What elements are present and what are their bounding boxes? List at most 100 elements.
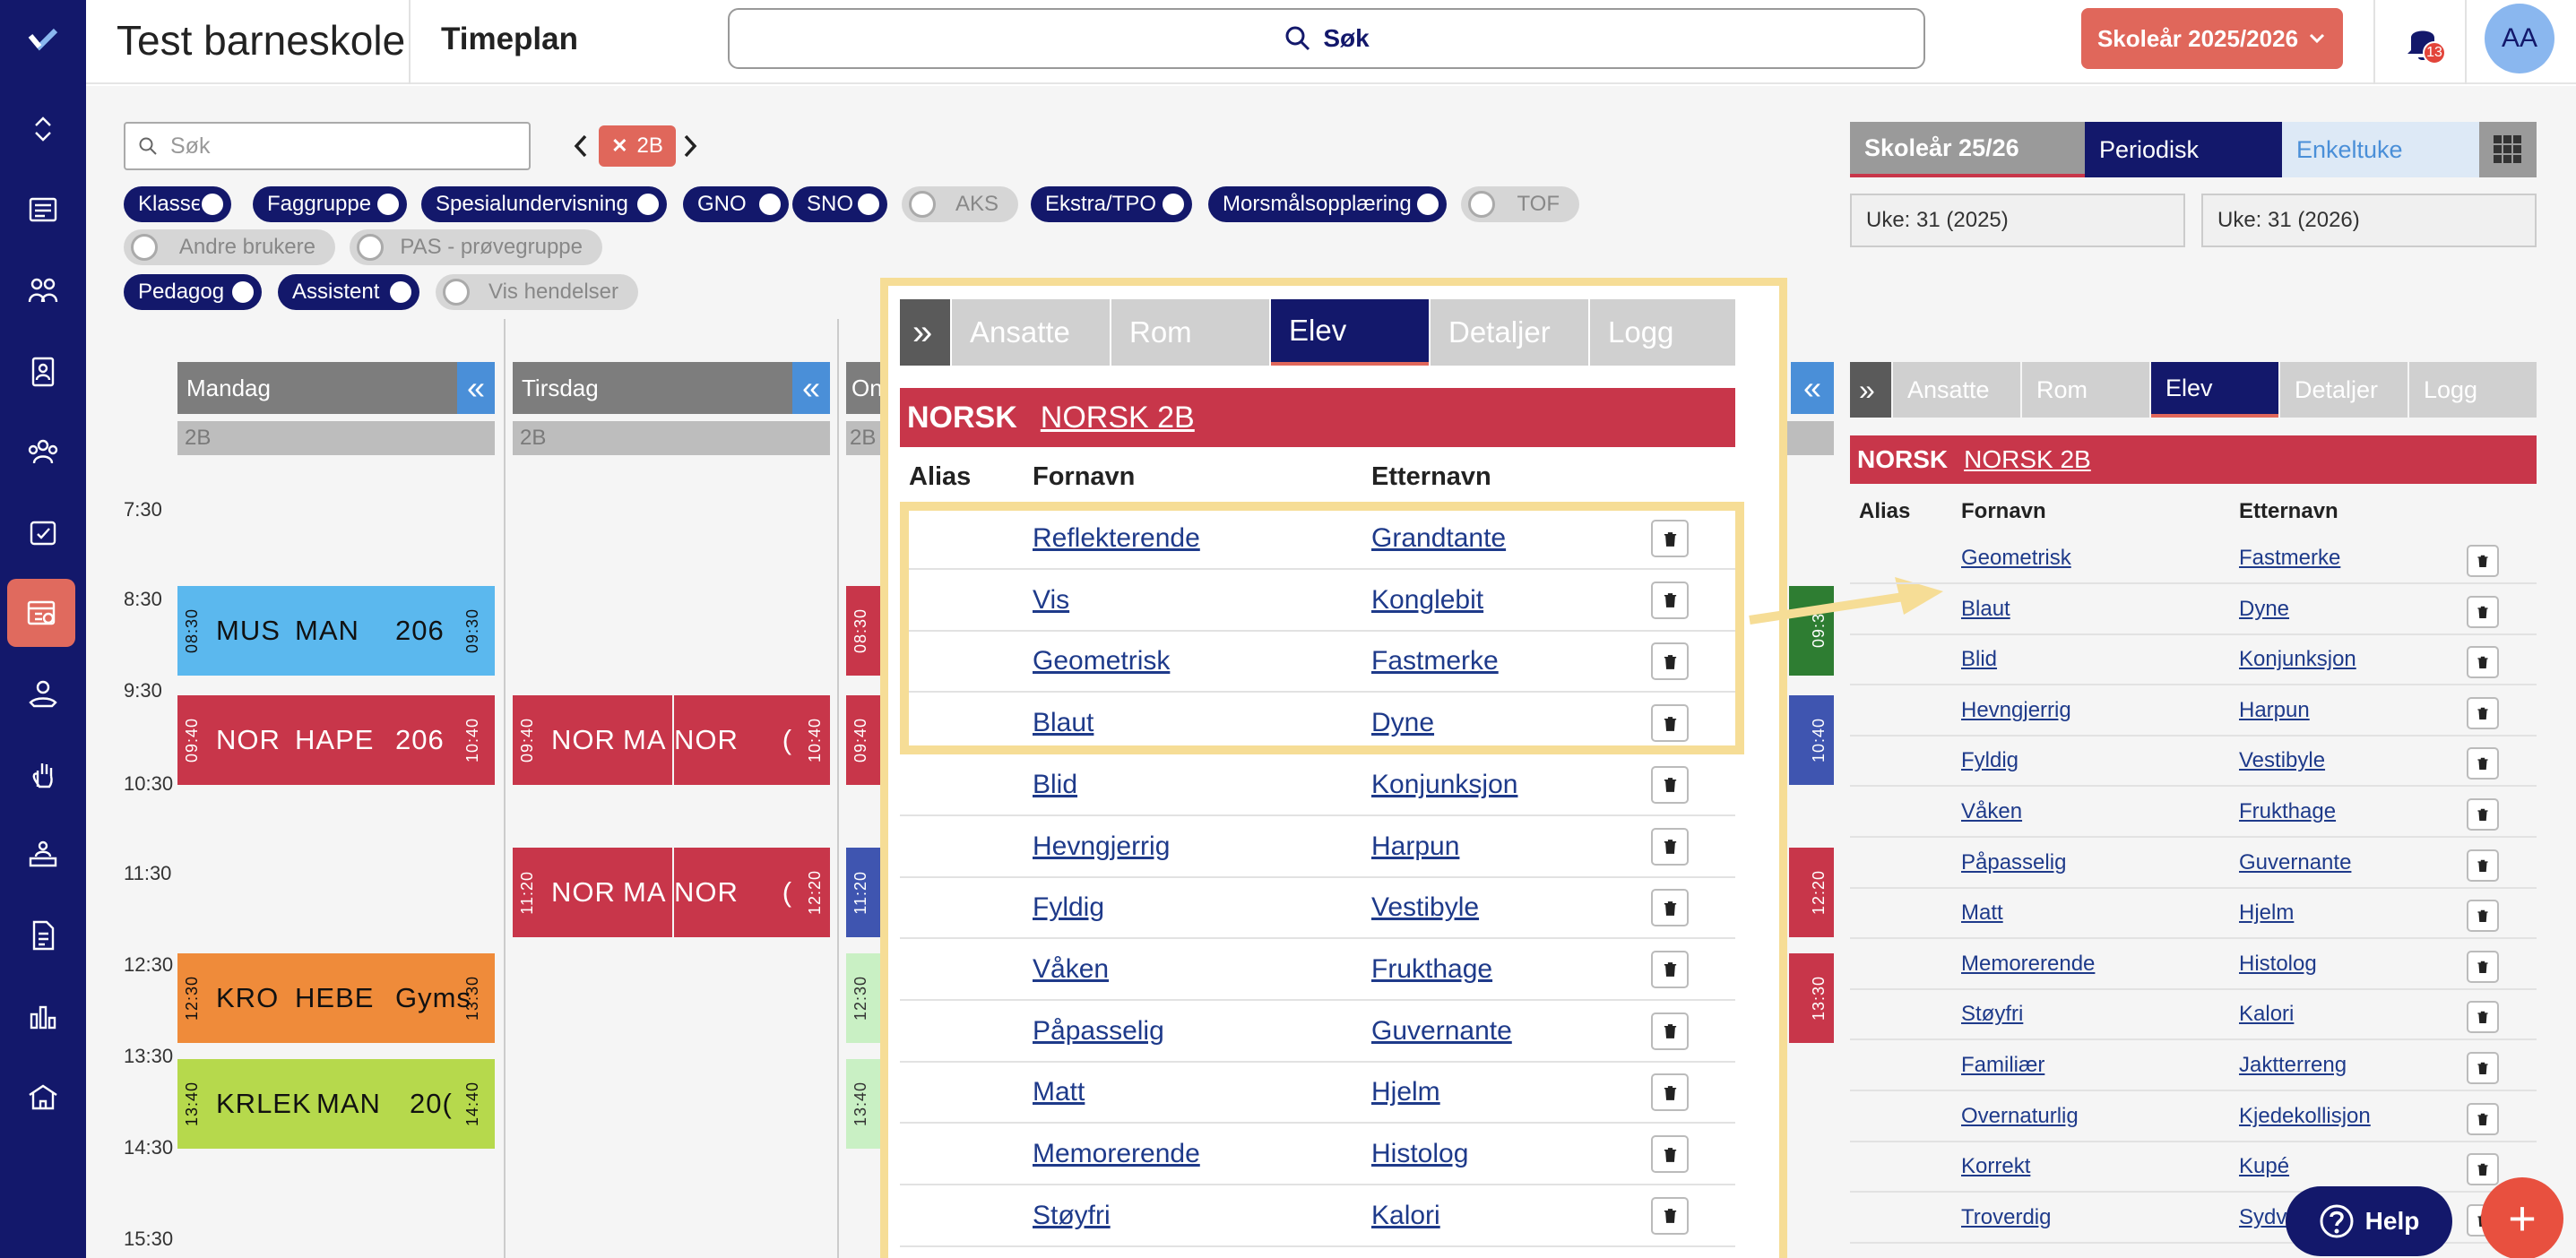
news-icon[interactable]: [20, 186, 66, 233]
student-last-name[interactable]: Konjunksjon: [1371, 769, 1518, 799]
student-first-name[interactable]: Geometrisk: [1961, 546, 2071, 570]
student-first-name[interactable]: Overnaturlig: [1961, 1103, 2079, 1128]
tab-school-year[interactable]: Skoleår 25/26: [1850, 122, 2085, 177]
lesson-block[interactable]: 08:30 MUS MAN 206 09:30: [177, 586, 495, 676]
school-year-dropdown[interactable]: Skoleår 2025/2026: [2081, 8, 2343, 69]
tab-ansatte[interactable]: Ansatte: [1893, 362, 2020, 418]
delete-icon[interactable]: [1651, 520, 1689, 557]
delete-icon[interactable]: [1651, 1196, 1689, 1235]
student-first-name[interactable]: Troverdig: [1961, 1204, 2052, 1229]
expand-left-icon[interactable]: «: [1791, 362, 1834, 414]
tab-rom[interactable]: Rom: [1111, 299, 1269, 366]
collapse-panel-icon[interactable]: »: [900, 299, 950, 366]
student-last-name[interactable]: Frukthage: [2239, 799, 2337, 823]
student-first-name[interactable]: Familiær: [1961, 1053, 2045, 1077]
delete-icon[interactable]: [2467, 747, 2499, 780]
filter-toggle[interactable]: Vis hendelser: [436, 274, 638, 310]
student-last-name[interactable]: Vestibyle: [1371, 892, 1480, 923]
student-last-name[interactable]: Jaktterreng: [2239, 1053, 2347, 1077]
student-first-name[interactable]: Vis: [1033, 584, 1070, 615]
delete-icon[interactable]: [2467, 1052, 2499, 1084]
delete-icon[interactable]: [2467, 1153, 2499, 1186]
filter-toggle[interactable]: Andre brukere: [124, 229, 335, 265]
classroom-icon[interactable]: [20, 831, 66, 878]
expand-left-icon[interactable]: «: [457, 362, 495, 414]
group-icon[interactable]: [20, 428, 66, 475]
student-first-name[interactable]: Våken: [1961, 799, 2023, 823]
hand-icon[interactable]: [20, 751, 66, 797]
filter-toggle[interactable]: Klasse: [124, 186, 231, 222]
delete-icon[interactable]: [2467, 595, 2499, 628]
student-first-name[interactable]: Fyldig: [1961, 748, 2019, 773]
avatar[interactable]: AA: [2485, 4, 2554, 73]
timetable-icon[interactable]: [7, 579, 75, 647]
student-last-name[interactable]: Vestibyle: [2239, 748, 2326, 773]
clipboard-user-icon[interactable]: [20, 348, 66, 394]
student-last-name[interactable]: Hjelm: [1371, 1077, 1440, 1107]
student-last-name[interactable]: Frukthage: [1371, 953, 1493, 984]
chevron-right-icon[interactable]: [681, 133, 699, 159]
add-button[interactable]: +: [2481, 1177, 2563, 1258]
global-search-input[interactable]: Søk: [728, 8, 1925, 69]
student-first-name[interactable]: Hevngjerrig: [1961, 697, 2071, 722]
student-last-name[interactable]: Dyne: [1371, 708, 1435, 738]
student-first-name[interactable]: Våken: [1033, 953, 1110, 984]
student-last-name[interactable]: Kjedekollisjon: [2239, 1103, 2371, 1128]
collapse-panel-icon[interactable]: »: [1850, 362, 1891, 418]
hand-heart-icon[interactable]: [20, 670, 66, 717]
lesson-block[interactable]: 12:30 KRO HEBE Gyms 13:30: [177, 953, 495, 1043]
student-first-name[interactable]: Hevngjerrig: [1033, 831, 1171, 861]
tab-periodic[interactable]: Periodisk: [2085, 122, 2282, 177]
lesson-block[interactable]: 12:20: [1789, 848, 1834, 937]
tab-logg[interactable]: Logg: [2409, 362, 2537, 418]
lesson-block[interactable]: 09:40 NOR HAPE 206 10:40: [177, 695, 495, 785]
app-logo-icon[interactable]: [20, 16, 66, 63]
delete-icon[interactable]: [1651, 950, 1689, 988]
lesson-block[interactable]: 13:40 KRLEK MAN 20( 14:40: [177, 1059, 495, 1149]
student-first-name[interactable]: Fyldig: [1033, 892, 1105, 923]
student-last-name[interactable]: Hjelm: [2239, 900, 2295, 926]
student-first-name[interactable]: Påpasselig: [1961, 849, 2067, 875]
lesson-block[interactable]: 11:20 NOR MA: [513, 848, 672, 937]
tab-logg[interactable]: Logg: [1590, 299, 1735, 366]
student-last-name[interactable]: Konjunksjon: [2239, 647, 2356, 672]
filter-toggle[interactable]: Faggruppe: [253, 186, 407, 222]
bar-chart-icon[interactable]: [20, 993, 66, 1039]
lesson-block[interactable]: NOR ( 12:20: [674, 848, 830, 937]
delete-icon[interactable]: [2467, 1102, 2499, 1135]
filter-toggle[interactable]: SNO: [792, 186, 887, 222]
lesson-block[interactable]: 12:30: [846, 953, 882, 1043]
delete-icon[interactable]: [1651, 642, 1689, 681]
lesson-block[interactable]: 13:30: [1789, 953, 1834, 1043]
lesson-block[interactable]: 08:30: [846, 586, 882, 676]
lesson-block[interactable]: 09:40 NOR MA: [513, 695, 672, 785]
group-link[interactable]: NORSK 2B: [1040, 400, 1195, 435]
student-first-name[interactable]: Blaut: [1961, 596, 2010, 621]
student-first-name[interactable]: Påpasselig: [1033, 1015, 1164, 1046]
school-icon[interactable]: [20, 1073, 66, 1120]
tab-detaljer[interactable]: Detaljer: [2280, 362, 2407, 418]
delete-icon[interactable]: [1651, 581, 1689, 619]
tab-elev[interactable]: Elev: [2151, 362, 2278, 418]
delete-icon[interactable]: [2467, 545, 2499, 577]
delete-icon[interactable]: [2467, 900, 2499, 933]
filter-toggle[interactable]: TOF: [1461, 186, 1579, 222]
student-last-name[interactable]: Histolog: [1371, 1139, 1469, 1168]
delete-icon[interactable]: [2467, 849, 2499, 882]
student-last-name[interactable]: Guvernante: [2239, 849, 2352, 875]
lesson-block[interactable]: 11:20: [846, 848, 882, 937]
expand-left-icon[interactable]: «: [792, 362, 830, 414]
collapse-expand-icon[interactable]: [20, 106, 66, 152]
week-end-field[interactable]: Uke: 31 (2026): [2201, 194, 2537, 247]
filter-toggle[interactable]: Morsmålsopplæring: [1208, 186, 1447, 222]
student-last-name[interactable]: Harpun: [1371, 831, 1460, 861]
filter-toggle[interactable]: AKS: [902, 186, 1018, 222]
student-first-name[interactable]: Matt: [1033, 1077, 1085, 1107]
filter-toggle[interactable]: PAS - prøvegruppe: [350, 229, 602, 265]
delete-icon[interactable]: [1651, 1135, 1689, 1173]
lesson-block[interactable]: NOR ( 10:40: [674, 695, 830, 785]
student-first-name[interactable]: Blid: [1033, 769, 1078, 799]
class-filter-chip[interactable]: ✕ 2B: [599, 125, 676, 167]
tab-single-week[interactable]: Enkeltuke: [2282, 122, 2479, 177]
filter-toggle[interactable]: Assistent: [278, 274, 419, 310]
